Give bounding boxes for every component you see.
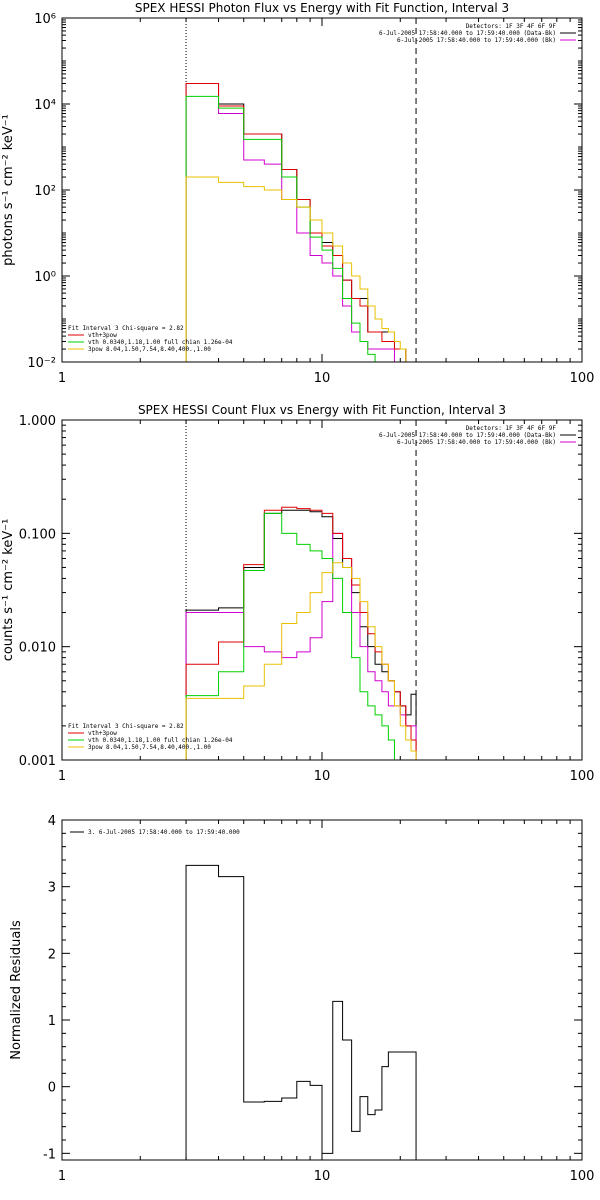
y-axis-label: counts s⁻¹ cm⁻² keV⁻¹ bbox=[1, 519, 16, 662]
x-tick-label: 1 bbox=[58, 371, 66, 386]
plot-frame bbox=[61, 17, 583, 363]
legend-entry: Fit Interval 3 Chi-square = 2.82 bbox=[68, 325, 184, 332]
y-tick-label: 4 bbox=[48, 814, 56, 829]
chart-title: SPEX HESSI Photon Flux vs Energy with Fi… bbox=[135, 1, 509, 15]
y-tick-label: 2 bbox=[48, 947, 56, 962]
header-right-line: Detectors: 1F 3F 4F 6F 9F bbox=[466, 23, 557, 30]
y-tick-label: 1.000 bbox=[19, 414, 56, 429]
x-tick-label: 10 bbox=[314, 371, 331, 386]
y-tick-label: -1 bbox=[43, 1147, 56, 1162]
legend-entry: vth+3pow bbox=[88, 730, 117, 737]
legend-entry: vth 0.0340,1.18,1.00 full chian 1.26e-04 bbox=[88, 737, 233, 744]
x-tick-label: 100 bbox=[570, 769, 595, 784]
header-right-line: 6-Jul-2005 17:58:40.000 to 17:59:40.000 … bbox=[397, 439, 556, 446]
x-tick-label: 100 bbox=[570, 1169, 595, 1184]
header-right-line: 6-Jul-2005 17:58:40.000 to 17:59:40.000 … bbox=[397, 37, 556, 44]
y-tick-label: 0.010 bbox=[19, 641, 56, 656]
series-line-black bbox=[185, 864, 417, 1160]
x-tick-label: 1 bbox=[58, 1169, 66, 1184]
series-line-yellow bbox=[185, 562, 417, 760]
y-tick-label: 10⁴ bbox=[34, 98, 56, 113]
x-tick-label: 10 bbox=[314, 1169, 331, 1184]
series-line-green bbox=[185, 95, 417, 362]
y-tick-label: 0.001 bbox=[19, 754, 56, 769]
y-axis-label: Normalized Residuals bbox=[9, 920, 24, 1060]
chart-title: SPEX HESSI Count Flux vs Energy with Fit… bbox=[138, 403, 506, 417]
y-axis-label: photons s⁻¹ cm⁻² keV⁻¹ bbox=[1, 114, 16, 266]
y-tick-label: 0.100 bbox=[19, 527, 56, 542]
header-right-line: Detectors: 1F 3F 4F 6F 9F bbox=[466, 425, 557, 432]
x-tick-label: 10 bbox=[314, 769, 331, 784]
y-tick-label: 10⁶ bbox=[34, 12, 56, 27]
legend-entry: vth+3pow bbox=[88, 332, 117, 339]
y-tick-label: 1 bbox=[48, 1014, 56, 1029]
x-tick-label: 1 bbox=[58, 769, 66, 784]
chart-panel-1: SPEX HESSI Photon Flux vs Energy with Fi… bbox=[1, 1, 594, 386]
chart-panel-3: Normalized Residuals 1 10 100 -1 0 1 2 3 4 3. 6-Ju… bbox=[9, 814, 594, 1184]
legend-entry: Fit Interval 3 Chi-square = 2.82 bbox=[68, 723, 184, 730]
legend-entry: 3pow 8.04,1.50,7.54,8.40,400.,1.00 bbox=[88, 346, 211, 353]
header-right-line: 6-Jul-2005 17:58:40.000 to 17:59:40.000 … bbox=[379, 432, 556, 439]
legend-entry: 3pow 8.04,1.50,7.54,8.40,400.,1.00 bbox=[88, 744, 211, 751]
header-right-line: 6-Jul-2005 17:58:40.000 to 17:59:40.000 … bbox=[379, 30, 556, 37]
plot-frame bbox=[61, 419, 583, 761]
series-line-yellow bbox=[185, 176, 417, 362]
chart-panel-2: SPEX HESSI Count Flux vs Energy with Fit… bbox=[1, 403, 594, 784]
x-tick-label: 100 bbox=[570, 371, 595, 386]
y-tick-label: 10² bbox=[34, 184, 56, 199]
y-tick-label: 3 bbox=[48, 881, 56, 896]
series-line-magenta bbox=[185, 82, 417, 362]
y-tick-label: 0 bbox=[48, 1081, 56, 1096]
legend-entry: 3. 6-Jul-2005 17:58:40.000 to 17:59:40.0… bbox=[88, 829, 240, 836]
legend-entry: vth 0.0340,1.18,1.00 full chian 1.26e-04 bbox=[88, 339, 233, 346]
y-tick-label: 10⁰ bbox=[34, 270, 56, 285]
series-line-red bbox=[185, 82, 417, 362]
series-line-green bbox=[185, 512, 417, 760]
y-tick-label: 10⁻² bbox=[27, 356, 56, 371]
plot-frame bbox=[61, 819, 583, 1161]
